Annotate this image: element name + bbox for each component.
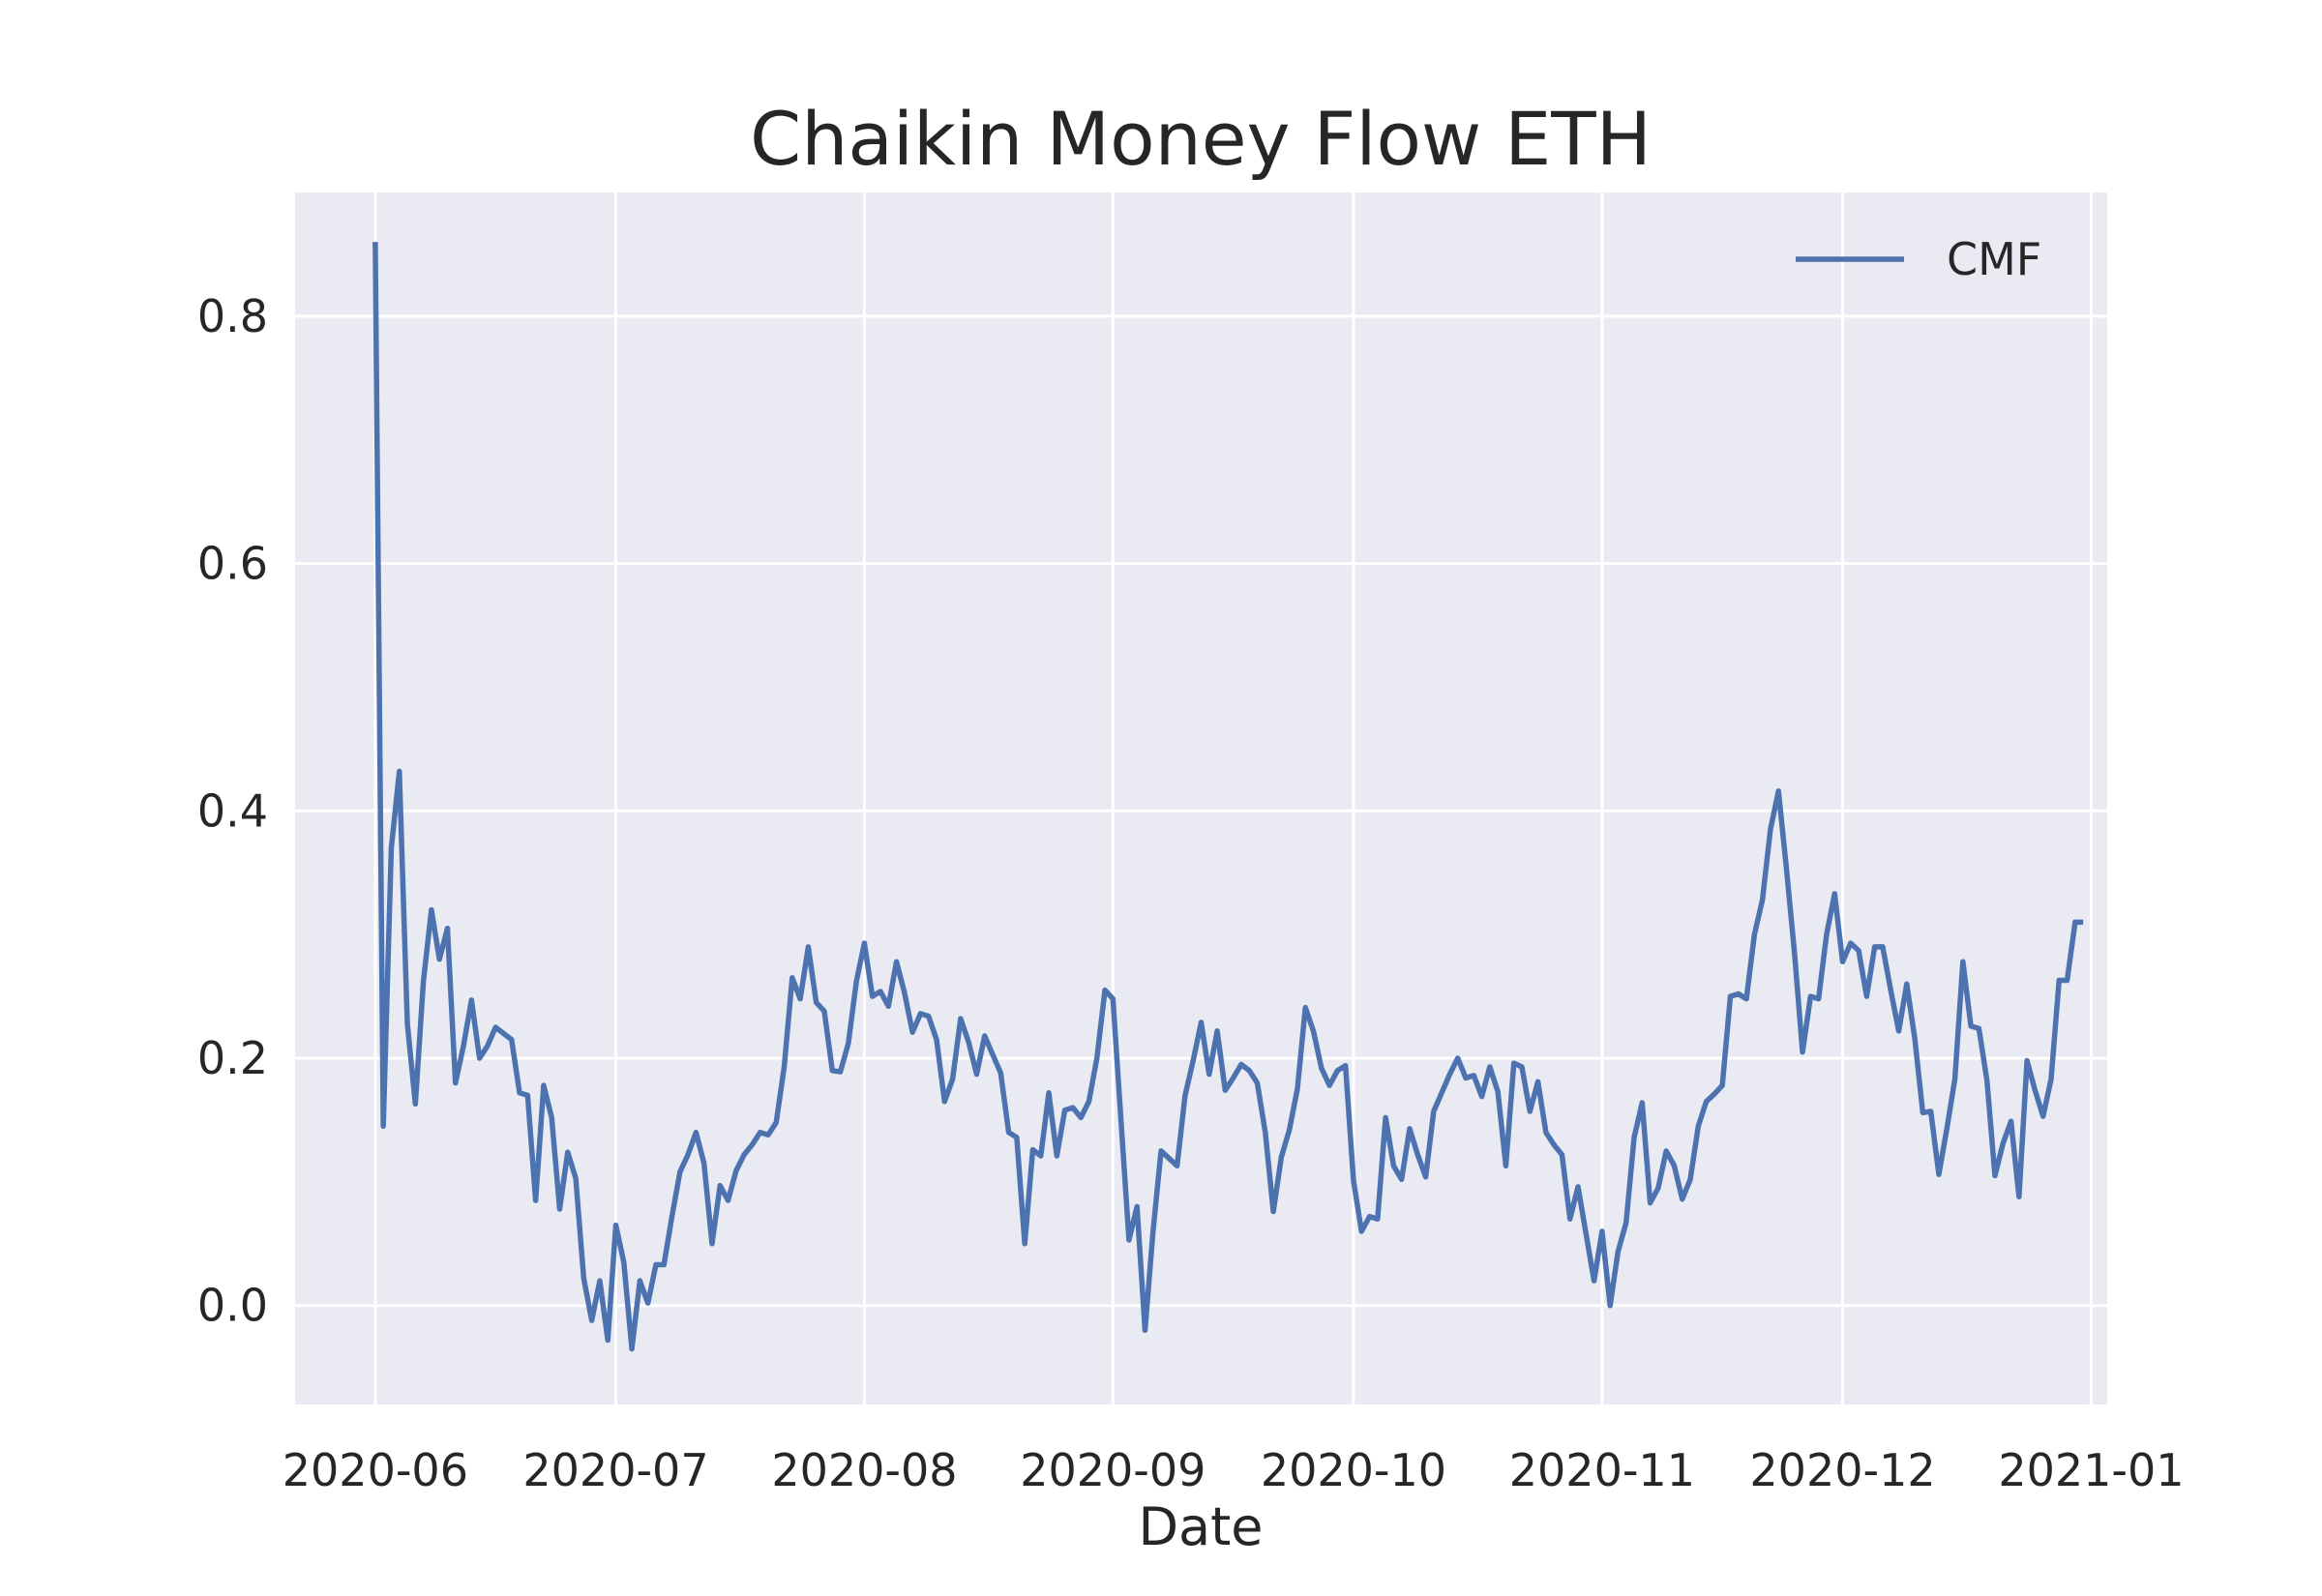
legend: CMF — [1796, 233, 2041, 285]
x-tick-label: 2020-07 — [522, 1444, 708, 1496]
x-axis-label: Date — [1138, 1496, 1263, 1557]
x-tick-label: 2020-08 — [771, 1444, 957, 1496]
legend-label-cmf: CMF — [1947, 233, 2041, 285]
x-gridlines — [373, 192, 2093, 1404]
x-tick-label: 2020-10 — [1261, 1444, 1446, 1496]
x-tick-label: 2020-06 — [283, 1444, 468, 1496]
x-tick-label: 2020-12 — [1749, 1444, 1935, 1496]
x-tick-label: 2020-09 — [1020, 1444, 1206, 1496]
x-tick-labels: 2020-06 2020-07 2020-08 2020-09 2020-10 2020-… — [283, 1444, 2185, 1496]
x-tick-label: 2021-01 — [1998, 1444, 2184, 1496]
y-tick-label: 0.8 — [197, 290, 268, 342]
y-gridlines — [295, 314, 2107, 1308]
y-tick-label: 0.6 — [197, 538, 268, 590]
chart-title: Chaikin Money Flow ETH — [750, 96, 1652, 182]
y-tick-label: 0.4 — [197, 784, 268, 837]
y-tick-labels: 0.0 0.2 0.4 0.6 0.8 — [197, 290, 268, 1332]
y-tick-label: 0.0 — [197, 1280, 268, 1332]
cmf-line — [372, 242, 2084, 1352]
y-tick-label: 0.2 — [197, 1032, 268, 1084]
x-tick-label: 2020-11 — [1509, 1444, 1695, 1496]
plot-background — [295, 192, 2107, 1404]
